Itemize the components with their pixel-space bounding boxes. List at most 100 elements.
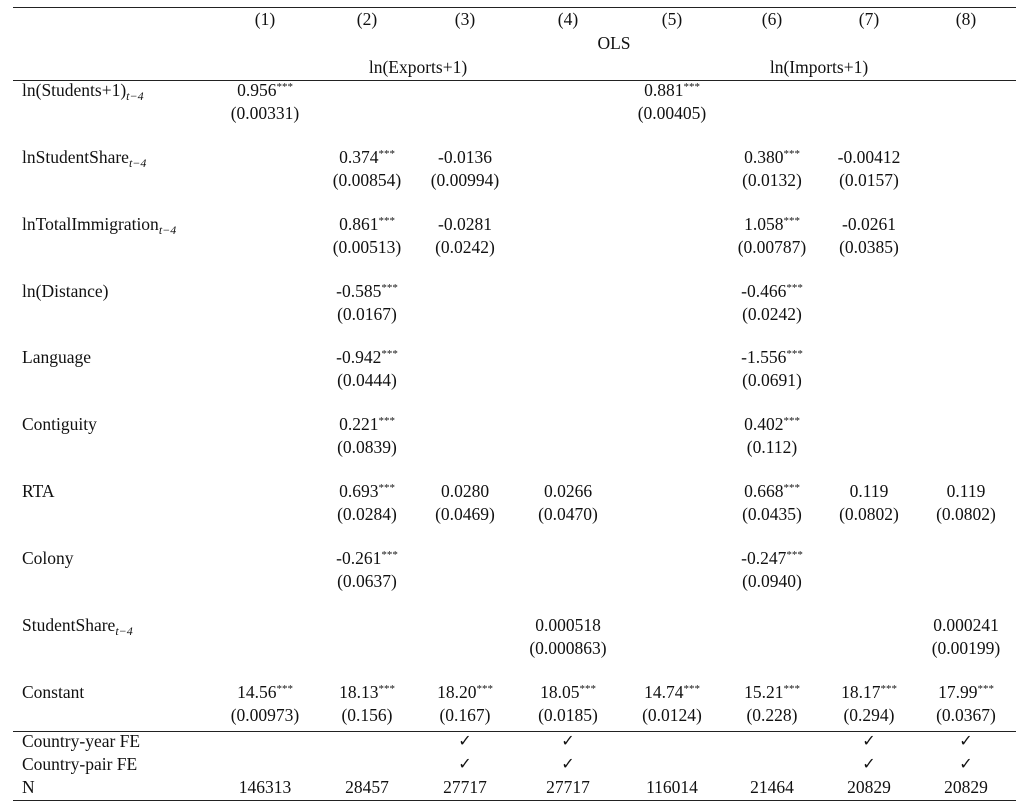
- observation-count: 146313: [238, 777, 292, 797]
- coefficient-cell: 0.119: [850, 480, 889, 502]
- standard-error: (0.156): [341, 705, 393, 725]
- coefficient-value: 18.20: [437, 682, 477, 702]
- standard-error: (0.0444): [337, 370, 397, 390]
- column-number: (7): [858, 9, 880, 29]
- footer-rule: [13, 731, 1016, 732]
- bottom-rule: [13, 800, 1016, 801]
- standard-error: (0.0167): [337, 304, 397, 324]
- row-label-text: lnStudentShare: [22, 147, 129, 167]
- standard-error: (0.000863): [529, 638, 607, 658]
- checkmark-icon: ✓: [561, 754, 575, 773]
- imports-dependent-variable: ln(Imports+1): [769, 57, 869, 77]
- coefficient-cell: 0.956***: [237, 79, 293, 101]
- coefficient-value: 0.119: [946, 481, 986, 501]
- coefficient-cell: 18.13***: [339, 681, 395, 703]
- standard-error: (0.167): [439, 705, 491, 725]
- column-number: (4): [557, 9, 579, 29]
- top-rule: [13, 7, 1016, 8]
- column-number: (6): [761, 9, 783, 29]
- observation-count: 20829: [944, 777, 988, 797]
- standard-error: (0.0802): [839, 504, 899, 524]
- coefficient-value: 15.21: [744, 682, 784, 702]
- row-label-text: Colony: [22, 548, 74, 568]
- footer-label: Country-year FE: [22, 731, 141, 751]
- standard-error: (0.228): [746, 705, 798, 725]
- coefficient-value: -0.0136: [438, 147, 492, 167]
- row-label: Language: [22, 346, 91, 368]
- standard-error: (0.0940): [742, 571, 802, 591]
- row-label-text: Language: [22, 347, 91, 367]
- coefficient-value: 0.881: [644, 80, 684, 100]
- row-label-subscript: t−4: [128, 156, 147, 171]
- coefficient-value: 18.13: [339, 682, 379, 702]
- checkmark-icon: ✓: [458, 754, 472, 773]
- row-label-text: ln(Students+1): [22, 80, 127, 100]
- standard-error: (0.00994): [430, 170, 500, 190]
- standard-error: (0.0124): [642, 705, 702, 725]
- checkmark-icon: ✓: [862, 731, 876, 750]
- row-label: RTA: [22, 480, 55, 502]
- significance-stars: ***: [378, 414, 395, 427]
- column-number: (5): [661, 9, 683, 29]
- checkmark-icon: ✓: [959, 754, 973, 773]
- row-label-text: StudentShare: [22, 615, 116, 635]
- footer-label: Country-pair FE: [22, 754, 138, 774]
- row-label-text: ln(Distance): [22, 281, 109, 301]
- coefficient-cell: -0.942***: [336, 346, 398, 368]
- observation-count: 27717: [546, 777, 590, 797]
- coefficient-value: 18.17: [841, 682, 881, 702]
- method-label: OLS: [597, 33, 631, 53]
- coefficient-cell: 0.380***: [744, 146, 800, 168]
- row-label-subscript: t−4: [158, 223, 177, 238]
- coefficient-value: 0.119: [849, 481, 889, 501]
- coefficient-cell: -0.0261: [842, 213, 896, 235]
- checkmark-icon: ✓: [862, 754, 876, 773]
- coefficient-cell: 0.861***: [339, 213, 395, 235]
- coefficient-cell: 0.119: [947, 480, 986, 502]
- standard-error: (0.0802): [936, 504, 996, 524]
- standard-error: (0.294): [843, 705, 895, 725]
- coefficient-cell: -0.00412: [838, 146, 901, 168]
- coefficient-value: -0.00412: [837, 147, 901, 167]
- significance-stars: ***: [378, 147, 395, 160]
- coefficient-value: 0.221: [339, 414, 379, 434]
- significance-stars: ***: [786, 347, 803, 360]
- coefficient-cell: 0.000518: [535, 614, 601, 636]
- observation-count: 27717: [443, 777, 487, 797]
- standard-error: (0.0284): [337, 504, 397, 524]
- row-label: ln(Students+1)t−4: [22, 79, 144, 102]
- significance-stars: ***: [880, 682, 897, 695]
- checkmark-icon: ✓: [959, 731, 973, 750]
- coefficient-cell: 14.56***: [237, 681, 293, 703]
- coefficient-cell: -0.0281: [438, 213, 492, 235]
- standard-error: (0.00513): [332, 237, 402, 257]
- coefficient-value: -0.0261: [842, 214, 896, 234]
- coefficient-cell: 0.221***: [339, 413, 395, 435]
- standard-error: (0.0385): [839, 237, 899, 257]
- standard-error: (0.0367): [936, 705, 996, 725]
- standard-error: (0.0691): [742, 370, 802, 390]
- checkmark-icon: ✓: [561, 731, 575, 750]
- standard-error: (0.00331): [230, 103, 300, 123]
- column-number: (3): [454, 9, 476, 29]
- standard-error: (0.0132): [742, 170, 802, 190]
- coefficient-value: 1.058: [744, 214, 784, 234]
- standard-error: (0.0637): [337, 571, 397, 591]
- column-number: (2): [356, 9, 378, 29]
- standard-error: (0.0242): [742, 304, 802, 324]
- row-label-text: Constant: [22, 682, 85, 702]
- significance-stars: ***: [786, 281, 803, 294]
- coefficient-value: 18.05: [540, 682, 580, 702]
- row-label-subscript: t−4: [115, 624, 133, 639]
- coefficient-cell: -0.247***: [741, 547, 803, 569]
- coefficient-value: -0.261: [336, 548, 382, 568]
- significance-stars: ***: [783, 481, 800, 494]
- coefficient-value: 0.374: [339, 147, 379, 167]
- row-label-text: Contiguity: [22, 414, 97, 434]
- coefficient-cell: 0.402***: [744, 413, 800, 435]
- row-label: ln(Distance): [22, 280, 109, 302]
- coefficient-value: 0.693: [339, 481, 379, 501]
- row-label: lnTotalImmigrationt−4: [22, 213, 177, 238]
- coefficient-cell: 18.20***: [437, 681, 493, 703]
